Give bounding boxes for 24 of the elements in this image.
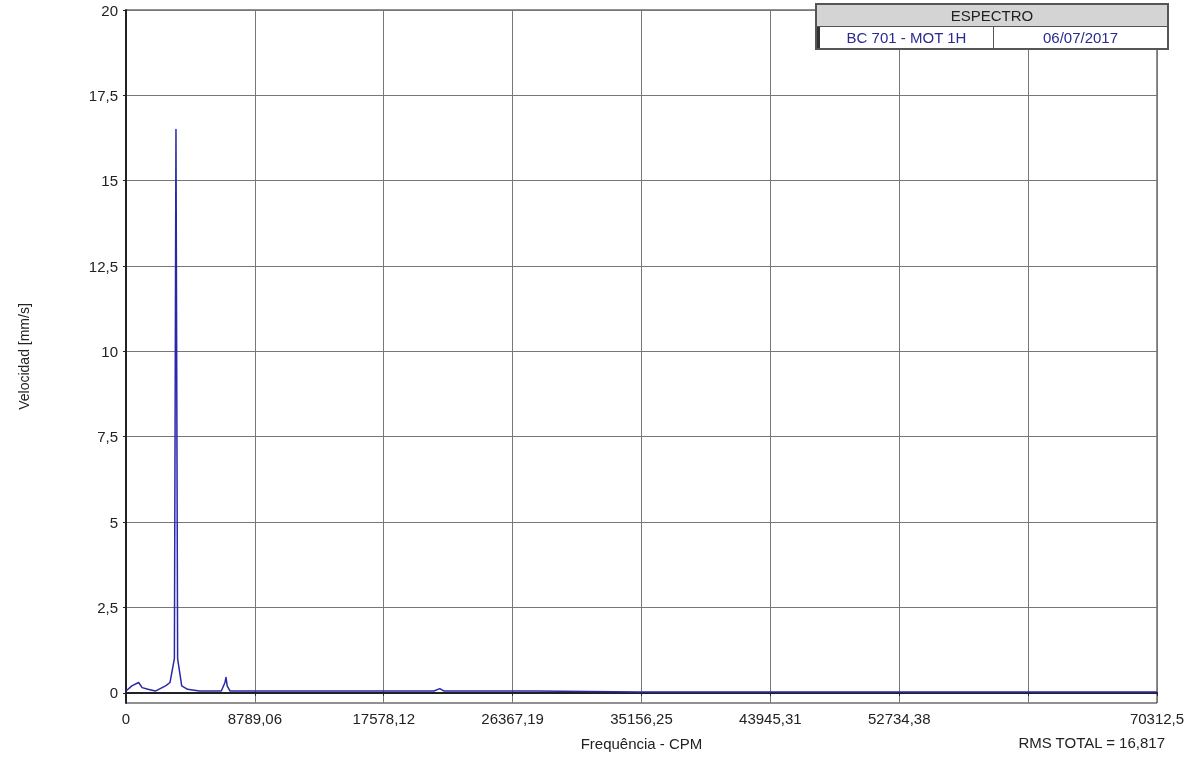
y-tick-label: 7,5 — [97, 428, 118, 446]
chart-title: ESPECTRO — [949, 6, 1035, 26]
y-tick-label: 15 — [101, 172, 118, 190]
x-tick-label: 8789,06 — [227, 710, 282, 727]
x-tick-label: 0 — [121, 710, 131, 727]
y-tick-label: 20 — [101, 1, 118, 19]
x-tick-label: 70312,5 — [1129, 710, 1185, 727]
y-tick-label: 12,5 — [88, 257, 118, 275]
y-tick-label: 17,5 — [88, 86, 118, 104]
y-axis-title: Velocidad [mm/s] — [16, 303, 32, 410]
y-tick-label: 0 — [109, 684, 118, 702]
text: RMS TOTAL = 16,817 — [1018, 734, 1165, 751]
line-series — [125, 128, 1158, 693]
x-tick-label: 43945,31 — [739, 710, 802, 727]
x-tick-label: 52734,38 — [867, 710, 931, 727]
x-tick-label: 35156,25 — [610, 710, 673, 727]
x-axis-title: Frequência - CPM — [580, 735, 703, 752]
x-tick-label: 17578,12 — [352, 710, 416, 727]
x-tick-label: 26367,19 — [481, 710, 544, 727]
y-tick-label: 2,5 — [97, 598, 118, 616]
annotation: BC 701 - MOT 1H — [817, 27, 993, 48]
annotation: 06/07/2017 — [993, 27, 1167, 48]
y-tick-label: 10 — [101, 342, 118, 360]
y-tick-label: 5 — [109, 513, 118, 531]
